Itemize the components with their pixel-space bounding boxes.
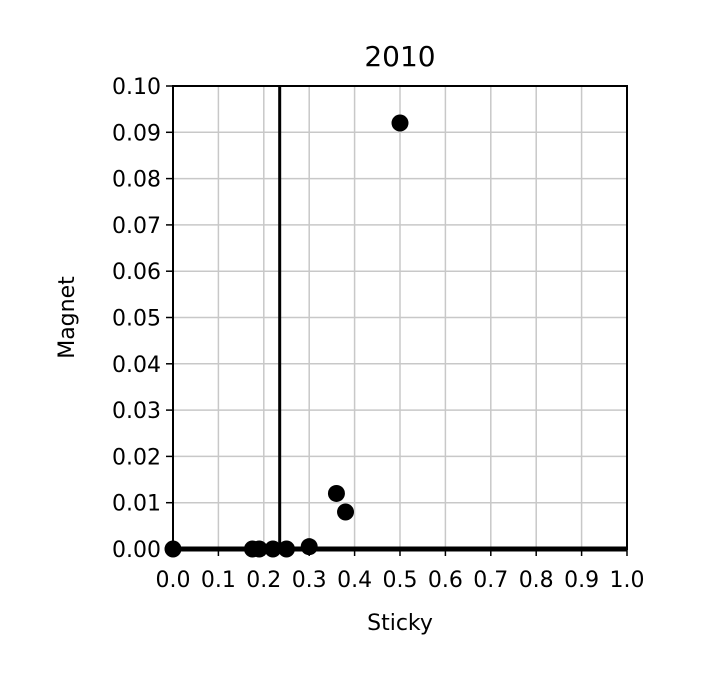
data-point <box>327 484 345 502</box>
x-tick-label: 1.0 <box>610 568 645 593</box>
data-point <box>391 114 409 132</box>
x-axis-label: Sticky <box>367 611 433 636</box>
y-axis-label: Magnet <box>55 276 80 359</box>
y-tick-label: 0.00 <box>112 538 161 563</box>
y-tick-label: 0.03 <box>112 399 161 424</box>
y-tick-label: 0.07 <box>112 214 161 239</box>
y-tick-label: 0.08 <box>112 168 161 193</box>
x-tick-label: 0.2 <box>246 568 281 593</box>
x-axis-ticks: 0.0 0.1 0.2 0.3 0.4 0.5 0.6 0.7 0.8 0.9 1.0 <box>156 549 645 593</box>
x-tick-label: 0.6 <box>428 568 463 593</box>
x-tick-label: 0.8 <box>519 568 554 593</box>
data-points <box>164 114 409 558</box>
x-tick-label: 0.7 <box>473 568 508 593</box>
x-tick-label: 0.1 <box>201 568 236 593</box>
x-tick-label: 0.3 <box>292 568 327 593</box>
y-tick-label: 0.04 <box>112 353 161 378</box>
x-tick-label: 0.9 <box>564 568 599 593</box>
y-tick-label: 0.09 <box>112 121 161 146</box>
x-tick-label: 0.0 <box>156 568 191 593</box>
y-tick-label: 0.06 <box>112 260 161 285</box>
y-tick-label: 0.10 <box>112 75 161 100</box>
x-tick-label: 0.4 <box>337 568 372 593</box>
grid <box>172 85 628 550</box>
data-point <box>300 538 318 556</box>
y-tick-label: 0.01 <box>112 492 161 517</box>
data-point <box>337 503 355 521</box>
y-axis-ticks: 0.00 0.01 0.02 0.03 0.04 0.05 0.06 0.07 0.08 0.09… <box>112 75 173 563</box>
y-tick-label: 0.02 <box>112 445 161 470</box>
y-tick-label: 0.05 <box>112 307 161 332</box>
x-tick-label: 0.5 <box>383 568 418 593</box>
chart-title: 2010 <box>364 40 435 73</box>
